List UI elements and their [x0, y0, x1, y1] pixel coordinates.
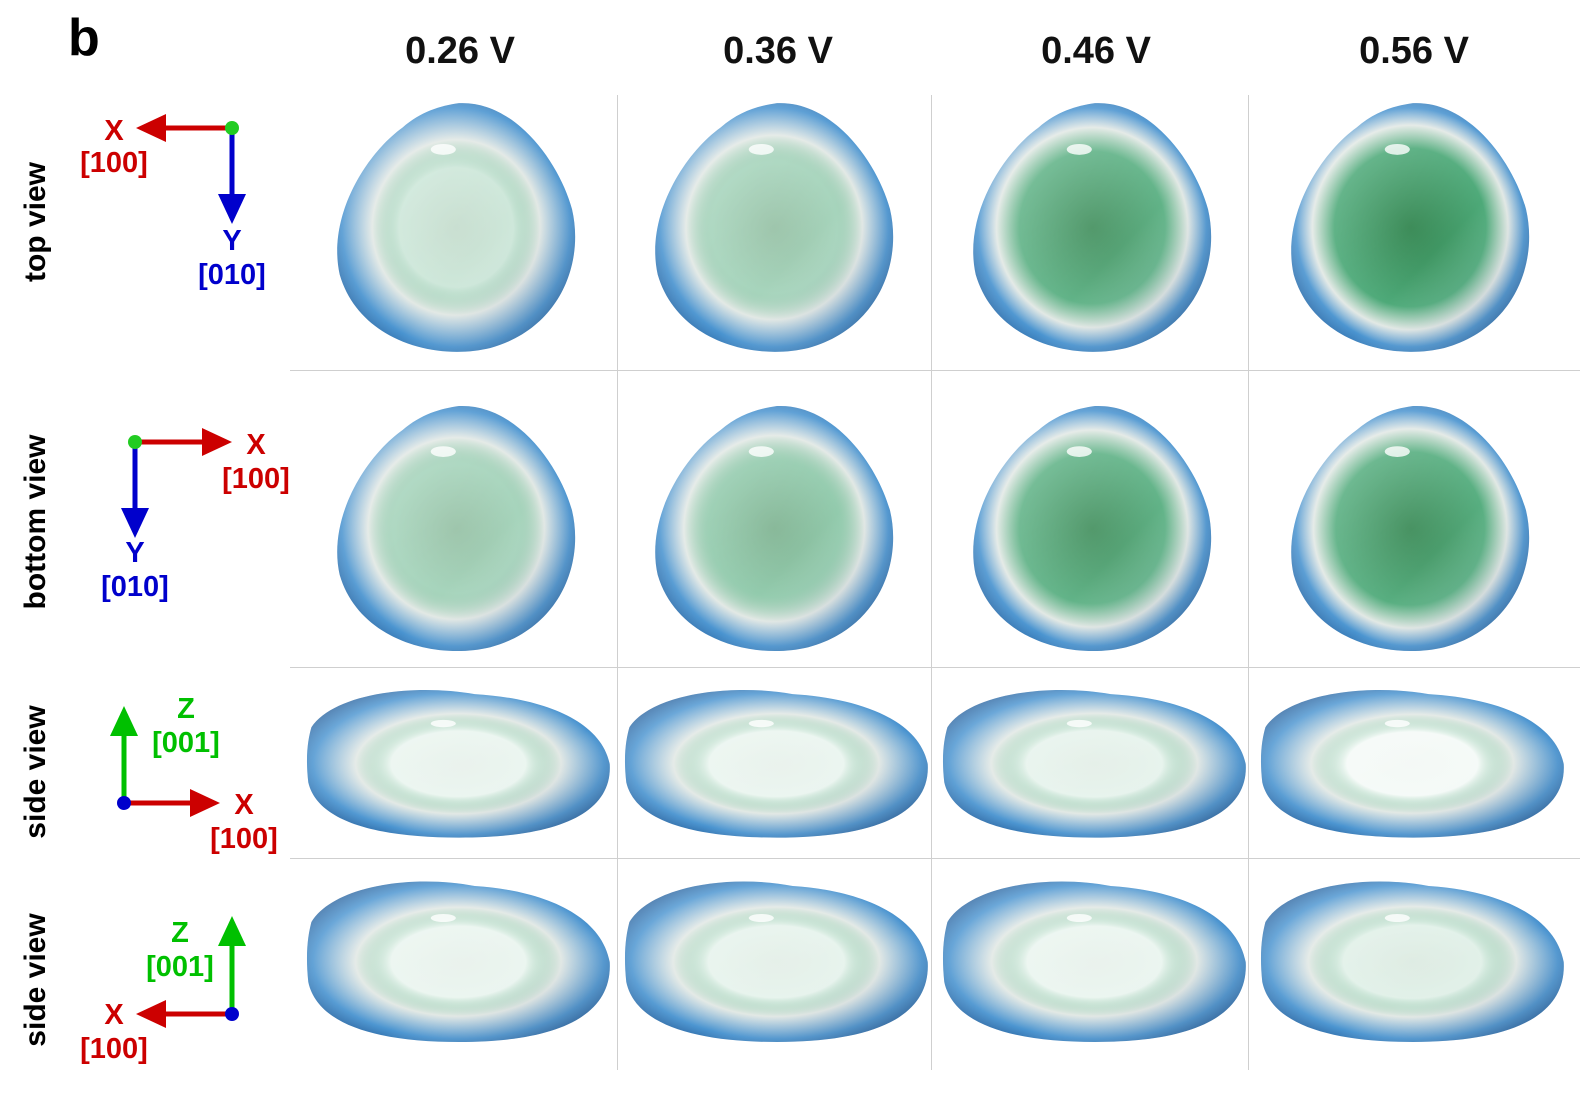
axis-indicator-side-view-1: Z [001] X [100]	[60, 690, 300, 860]
axis-indicator-side-view-2: Z [001] X [100]	[60, 890, 300, 1070]
particle-rendering	[302, 95, 616, 367]
axis-x-letter: X	[104, 115, 124, 147]
row-label-side-view-1: side view	[19, 705, 53, 838]
particle-rendering	[620, 672, 934, 856]
particle-rendering	[938, 398, 1252, 666]
panel-label: b	[68, 8, 100, 68]
axis-indicator-bottom-view: X [100] Y [010]	[60, 420, 300, 620]
grid-divider	[290, 370, 1580, 371]
axis-x-letter: X	[104, 999, 124, 1031]
particle-rendering	[938, 95, 1252, 367]
row-label-side-view-2: side view	[19, 913, 53, 1046]
particle-rendering	[620, 398, 934, 666]
axis-x-letter: X	[246, 429, 266, 461]
particle-rendering	[1256, 672, 1570, 856]
axis-z-letter: Z	[171, 917, 189, 949]
grid-divider	[617, 95, 618, 1070]
grid-divider	[290, 858, 1580, 859]
axis-x-index: [100]	[80, 147, 148, 179]
row-label-top-view: top view	[19, 162, 53, 282]
axis-x-letter: X	[234, 789, 254, 821]
particle-rendering	[1256, 862, 1570, 1062]
axis-y-index: [010]	[101, 571, 169, 603]
axis-x-index: [100]	[80, 1033, 148, 1065]
axis-z-index: [001]	[146, 951, 214, 983]
particle-rendering	[620, 95, 934, 367]
particle-rendering	[938, 862, 1252, 1062]
axis-z-index: [001]	[152, 727, 220, 759]
axis-indicator-top-view: X [100] Y [010]	[60, 100, 300, 300]
grid-divider	[290, 667, 1580, 668]
particle-rendering	[938, 672, 1252, 856]
column-title-2: 0.36 V	[620, 30, 936, 73]
particle-rendering	[1256, 398, 1570, 666]
axis-y-letter: Y	[222, 225, 241, 257]
particle-rendering	[302, 672, 616, 856]
axis-z-letter: Z	[177, 693, 195, 725]
column-title-4: 0.56 V	[1256, 30, 1572, 73]
axis-y-index: [010]	[198, 259, 266, 291]
axis-x-index: [100]	[222, 463, 290, 495]
axis-x-index: [100]	[210, 823, 278, 855]
row-label-bottom-view: bottom view	[19, 434, 53, 609]
axis-y-letter: Y	[125, 537, 144, 569]
particle-rendering	[302, 398, 616, 666]
column-title-1: 0.26 V	[302, 30, 618, 73]
particle-rendering	[1256, 95, 1570, 367]
column-title-3: 0.46 V	[938, 30, 1254, 73]
particle-rendering	[620, 862, 934, 1062]
particle-rendering	[302, 862, 616, 1062]
